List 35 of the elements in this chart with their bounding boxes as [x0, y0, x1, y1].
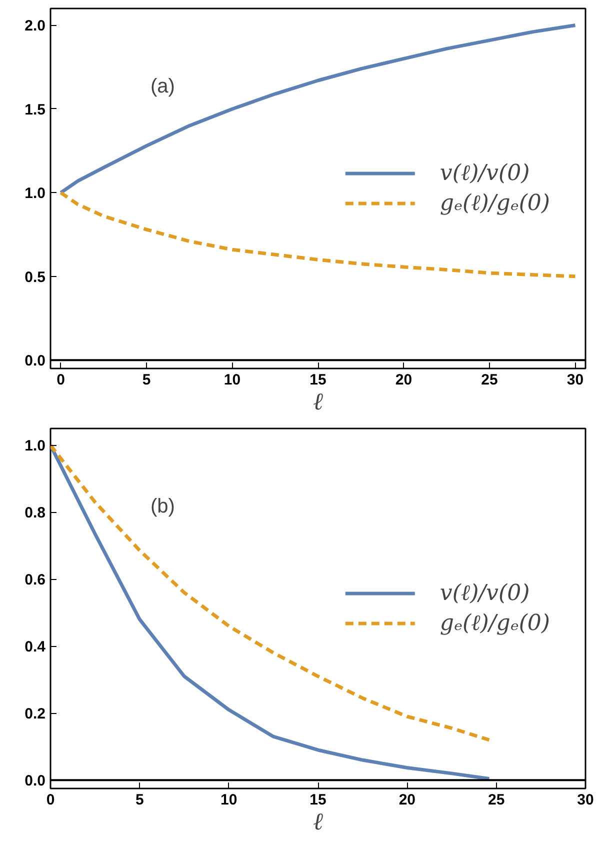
y-tick-label: 0.6	[24, 572, 46, 589]
line-series	[59, 190, 577, 278]
y-tick-label: 0.2	[24, 706, 46, 723]
y-tick-label: 2.0	[24, 18, 46, 35]
y-tick-label: 1.0	[24, 438, 46, 455]
x-tick-label: 30	[566, 372, 584, 388]
x-tick-label: 0	[46, 792, 55, 808]
y-tick-label: 0.8	[24, 504, 46, 522]
legend-label: v(ℓ)/v(0)	[440, 160, 530, 186]
y-tick-label: 0.0	[24, 772, 46, 790]
annotation: (b)	[150, 496, 175, 518]
x-tick-label: 10	[224, 372, 241, 388]
x-tick-label: 30	[577, 792, 594, 808]
x-tick-label: 15	[310, 372, 326, 388]
x-tick-label: 0	[56, 372, 65, 388]
x-tick-label: 20	[398, 792, 416, 808]
y-tick-label: 0.5	[24, 268, 46, 286]
legend-label: gₑ(ℓ)/gₑ(0)	[440, 190, 550, 216]
legend-label: gₑ(ℓ)/gₑ(0)	[440, 610, 550, 636]
annotation: (a)	[150, 76, 175, 98]
y-tick-label: 1.5	[24, 101, 46, 118]
x-tick-label: 20	[395, 372, 412, 388]
x-tick-label: 25	[488, 792, 505, 808]
legend-label: v(ℓ)/v(0)	[440, 580, 530, 606]
x-tick-label: 25	[481, 372, 498, 388]
y-tick-label: 0.4	[24, 638, 46, 656]
x-tick-label: 5	[135, 792, 144, 808]
x-tick-label: 5	[142, 372, 151, 388]
x-axis-title: ℓ	[313, 390, 323, 416]
x-tick-label: 10	[220, 792, 238, 808]
y-tick-label: 0.0	[24, 352, 46, 370]
x-axis-title: ℓ	[313, 810, 323, 836]
y-tick-label: 1.0	[24, 185, 46, 202]
line-series	[59, 23, 577, 194]
x-tick-label: 15	[310, 792, 326, 808]
